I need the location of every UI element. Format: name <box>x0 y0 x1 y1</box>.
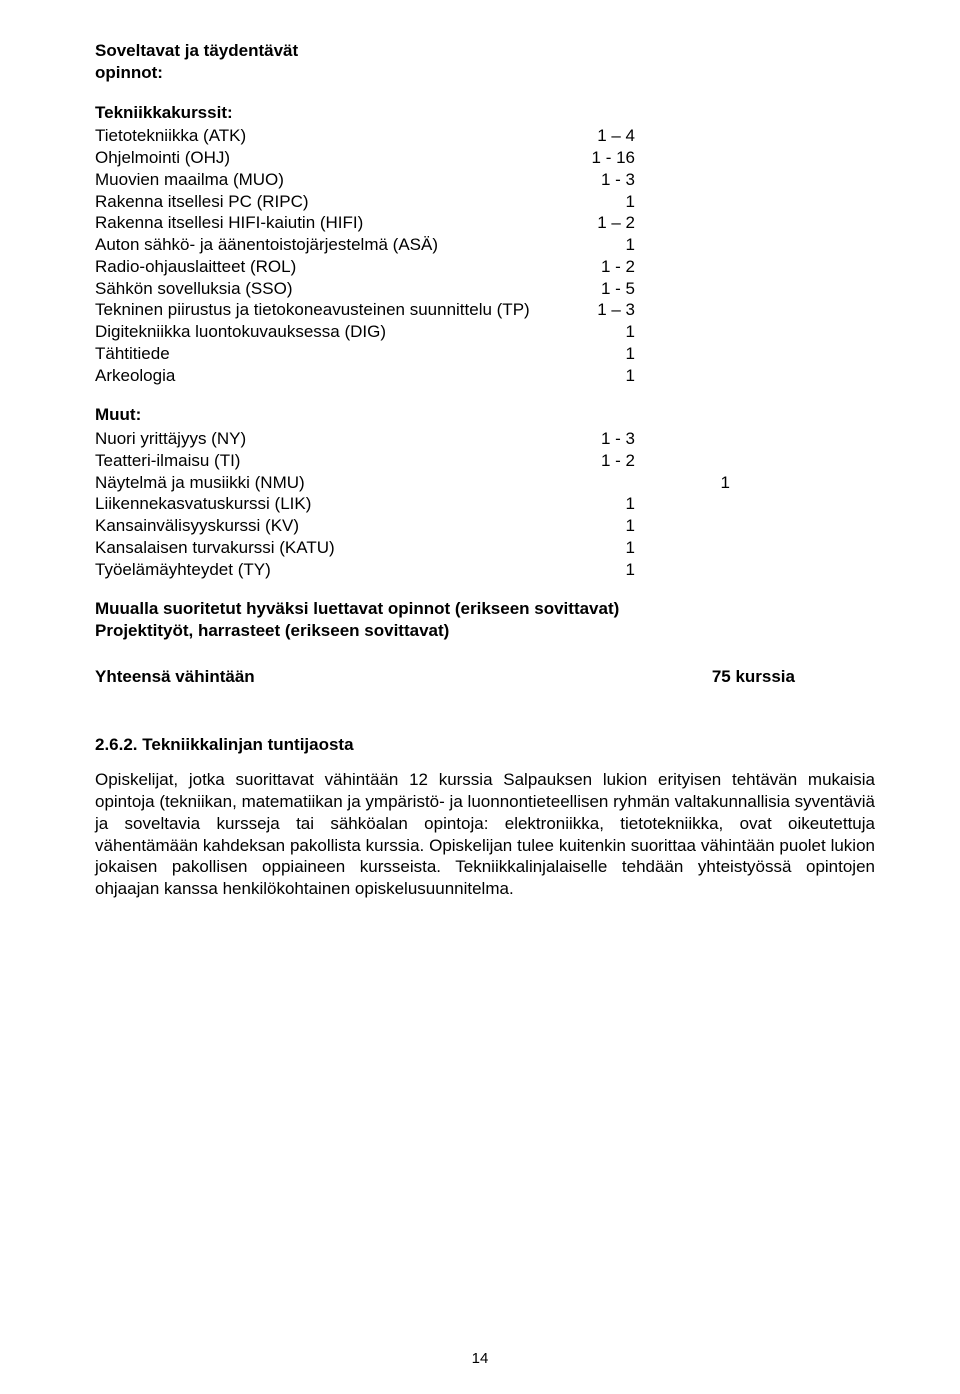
row-label: Nuori yrittäjyys (NY) <box>95 428 246 450</box>
table-row: Rakenna itsellesi PC (RIPC) 1 <box>95 191 635 213</box>
row-label: Kansainvälisyyskurssi (KV) <box>95 515 299 537</box>
row-value: 1 <box>616 321 635 343</box>
row-label: Tähtitiede <box>95 343 170 365</box>
table-row: Kansainvälisyyskurssi (KV) 1 <box>95 515 635 537</box>
row-value: 1 <box>616 493 635 515</box>
row-label: Rakenna itsellesi HIFI-kaiutin (HIFI) <box>95 212 363 234</box>
row-value: 1 - 5 <box>591 278 635 300</box>
row-label: Auton sähkö- ja äänentoistojärjestelmä (… <box>95 234 438 256</box>
total-value: 75 kurssia <box>712 666 795 688</box>
nmu-value: 1 <box>721 472 730 494</box>
row-value: 1 - 16 <box>582 147 635 169</box>
row-value: 1 - 3 <box>591 428 635 450</box>
row-value: 1 <box>616 343 635 365</box>
row-value: 1 <box>616 515 635 537</box>
table-row: Teatteri-ilmaisu (TI) 1 - 2 <box>95 450 635 472</box>
row-value: 1 <box>616 365 635 387</box>
row-label: Rakenna itsellesi PC (RIPC) <box>95 191 309 213</box>
row-label: Liikennekasvatuskurssi (LIK) <box>95 493 311 515</box>
table-row: Työelämäyhteydet (TY) 1 <box>95 559 635 581</box>
page-number: 14 <box>0 1349 960 1368</box>
footer-line-2: Projektityöt, harrasteet (erikseen sovit… <box>95 620 875 642</box>
row-value: 1 – 2 <box>587 212 635 234</box>
paragraph-body: Opiskelijat, jotka suorittavat vähintään… <box>95 769 875 900</box>
row-value: 1 – 4 <box>587 125 635 147</box>
total-label: Yhteensä vähintään <box>95 666 255 688</box>
subsection-title: 2.6.2. Tekniikkalinjan tuntijaosta <box>95 734 875 756</box>
heading-line2: opinnot: <box>95 62 875 84</box>
table-row: Auton sähkö- ja äänentoistojärjestelmä (… <box>95 234 635 256</box>
row-label: Työelämäyhteydet (TY) <box>95 559 271 581</box>
row-label: Muovien maailma (MUO) <box>95 169 284 191</box>
row-value: 1 - 2 <box>591 450 635 472</box>
nmu-label: Näytelmä ja musiikki (NMU) <box>95 472 305 494</box>
table-row: Digitekniikka luontokuvauksessa (DIG) 1 <box>95 321 635 343</box>
table-row: Arkeologia 1 <box>95 365 635 387</box>
row-value: 1 - 2 <box>591 256 635 278</box>
muut-list-b: Liikennekasvatuskurssi (LIK)1Kansainväli… <box>95 493 635 580</box>
tech-courses-list: Tietotekniikka (ATK)1 – 4Ohjelmointi (OH… <box>95 125 635 386</box>
muut-list-a: Nuori yrittäjyys (NY)1 - 3Teatteri-ilmai… <box>95 428 635 472</box>
table-row: Radio-ohjauslaitteet (ROL) 1 - 2 <box>95 256 635 278</box>
tech-courses-heading: Tekniikkakurssit: <box>95 102 875 124</box>
table-row: Tietotekniikka (ATK) 1 – 4 <box>95 125 635 147</box>
row-label: Tekninen piirustus ja tietokoneavusteine… <box>95 299 530 321</box>
heading-line1: Soveltavat ja täydentävät <box>95 40 875 62</box>
row-value: 1 <box>616 559 635 581</box>
row-label: Arkeologia <box>95 365 175 387</box>
row-value: 1 <box>616 537 635 559</box>
table-row: Tekninen piirustus ja tietokoneavusteine… <box>95 299 635 321</box>
row-label: Kansalaisen turvakurssi (KATU) <box>95 537 335 559</box>
row-value: 1 - 3 <box>591 169 635 191</box>
table-row: Sähkön sovelluksia (SSO) 1 - 5 <box>95 278 635 300</box>
table-row: Liikennekasvatuskurssi (LIK) 1 <box>95 493 635 515</box>
table-row: Ohjelmointi (OHJ) 1 - 16 <box>95 147 635 169</box>
muut-heading: Muut: <box>95 404 875 426</box>
row-label: Radio-ohjauslaitteet (ROL) <box>95 256 296 278</box>
table-row: Rakenna itsellesi HIFI-kaiutin (HIFI) 1 –… <box>95 212 635 234</box>
row-label: Ohjelmointi (OHJ) <box>95 147 230 169</box>
row-value: 1 <box>616 234 635 256</box>
footer-line-1: Muualla suoritetut hyväksi luettavat opi… <box>95 598 875 620</box>
row-label: Digitekniikka luontokuvauksessa (DIG) <box>95 321 386 343</box>
row-value: 1 – 3 <box>587 299 635 321</box>
row-value: 1 <box>616 191 635 213</box>
row-label: Sähkön sovelluksia (SSO) <box>95 278 292 300</box>
table-row: Tähtitiede 1 <box>95 343 635 365</box>
row-label: Tietotekniikka (ATK) <box>95 125 246 147</box>
table-row: Nuori yrittäjyys (NY) 1 - 3 <box>95 428 635 450</box>
nmu-row: Näytelmä ja musiikki (NMU) 1 <box>95 472 730 494</box>
table-row: Kansalaisen turvakurssi (KATU) 1 <box>95 537 635 559</box>
row-label: Teatteri-ilmaisu (TI) <box>95 450 240 472</box>
table-row: Muovien maailma (MUO) 1 - 3 <box>95 169 635 191</box>
